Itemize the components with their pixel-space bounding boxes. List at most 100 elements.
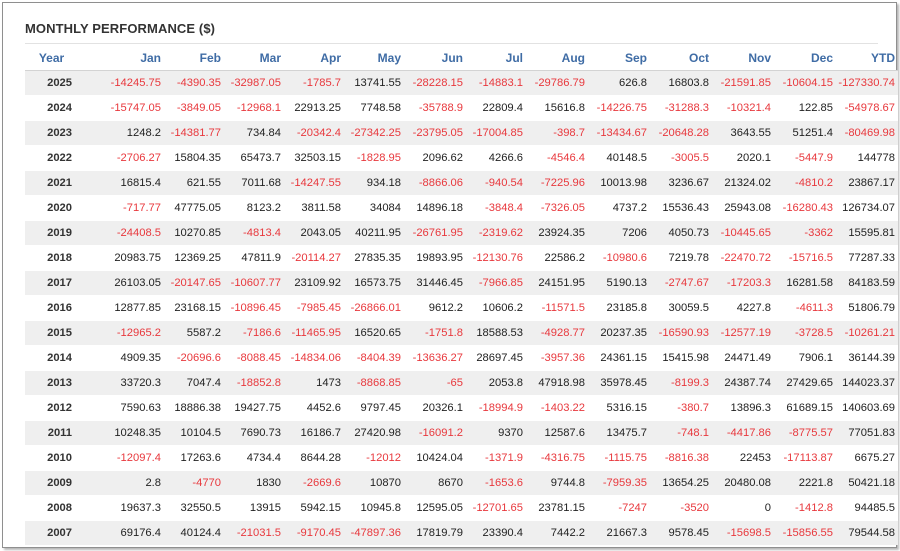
row-month-cell: -35788.9	[404, 95, 466, 121]
row-month-cell: 1830	[224, 470, 284, 496]
row-month-cell: 621.55	[164, 170, 224, 196]
row-month-cell: 18588.53	[466, 320, 526, 346]
row-month-cell: -1371.9	[466, 445, 526, 471]
row-month-cell: 16815.4	[78, 170, 164, 196]
row-month-cell: 10606.2	[466, 295, 526, 321]
row-month-cell: -4417.86	[712, 420, 774, 446]
table-row: 2020 -717.77 47775.05 8123.2 3811.58 34084 148…	[25, 195, 898, 221]
row-month-cell: -23795.05	[404, 120, 466, 146]
row-month-cell: 13915	[224, 495, 284, 521]
row-ytd-cell: 51806.79	[836, 295, 898, 321]
row-month-cell: -32987.05	[224, 70, 284, 96]
row-year-cell: 2021	[25, 170, 78, 196]
row-month-cell: 16573.75	[344, 270, 404, 296]
row-month-cell: 9612.2	[404, 295, 466, 321]
row-month-cell: 15804.35	[164, 145, 224, 171]
row-month-cell: 2020.1	[712, 145, 774, 171]
row-month-cell: 934.18	[344, 170, 404, 196]
row-month-cell: -940.54	[466, 170, 526, 196]
table-row: 2025 -14245.75 -4390.35 -32987.05 -1785.7 137…	[25, 70, 898, 96]
header-mar: Mar	[224, 46, 284, 71]
row-month-cell: 40124.4	[164, 520, 224, 545]
row-month-cell: 9797.45	[344, 395, 404, 421]
row-month-cell: 7206	[588, 220, 650, 246]
row-month-cell: -14381.77	[164, 120, 224, 146]
row-month-cell: 16520.65	[344, 320, 404, 346]
header-sep: Sep	[588, 46, 650, 71]
row-ytd-cell: 6675.27	[836, 445, 898, 471]
row-month-cell: -20114.27	[284, 245, 344, 271]
row-month-cell: 27835.35	[344, 245, 404, 271]
row-month-cell: -15716.5	[774, 245, 836, 271]
row-month-cell: -8816.38	[650, 445, 712, 471]
row-month-cell: 22913.25	[284, 95, 344, 121]
row-month-cell: 24151.95	[526, 270, 588, 296]
row-month-cell: -10604.15	[774, 70, 836, 96]
row-month-cell: -8088.45	[224, 345, 284, 371]
row-month-cell: -4390.35	[164, 70, 224, 96]
row-month-cell: -12968.1	[224, 95, 284, 121]
row-year-cell: 2023	[25, 120, 78, 146]
row-month-cell: -3362	[774, 220, 836, 246]
row-month-cell: 12877.85	[78, 295, 164, 321]
row-month-cell: -15856.55	[774, 520, 836, 545]
row-month-cell: 2053.8	[466, 370, 526, 396]
row-month-cell: 17263.6	[164, 445, 224, 471]
table-row: 2013 33720.3 7047.4 -18852.8 1473 -8868.85 -65…	[25, 370, 898, 396]
row-month-cell: -8404.39	[344, 345, 404, 371]
row-month-cell: -10896.45	[224, 295, 284, 321]
row-month-cell: -1403.22	[526, 395, 588, 421]
row-month-cell: 4734.4	[224, 445, 284, 471]
row-month-cell: -13636.27	[404, 345, 466, 371]
row-month-cell: 40148.5	[588, 145, 650, 171]
row-month-cell: 51251.4	[774, 120, 836, 146]
row-month-cell: -18852.8	[224, 370, 284, 396]
row-month-cell: -4813.4	[224, 220, 284, 246]
row-month-cell: 4452.6	[284, 395, 344, 421]
row-month-cell: 4909.35	[78, 345, 164, 371]
row-month-cell: -4611.3	[774, 295, 836, 321]
table-row: 2022 -2706.27 15804.35 65473.7 32503.15 -1828…	[25, 145, 898, 171]
row-month-cell: 7219.78	[650, 245, 712, 271]
row-month-cell: -7985.45	[284, 295, 344, 321]
row-month-cell: 626.8	[588, 70, 650, 96]
table-row: 2009 2.8 -4770 1830 -2669.6 10870 8670 -1653.6 9…	[25, 470, 898, 496]
row-month-cell: 20237.35	[588, 320, 650, 346]
row-month-cell: 12587.6	[526, 420, 588, 446]
row-month-cell: 69176.4	[78, 520, 164, 545]
row-ytd-cell: 144778	[836, 145, 898, 171]
row-month-cell: -1828.95	[344, 145, 404, 171]
row-month-cell: 22809.4	[466, 95, 526, 121]
header-dec: Dec	[774, 46, 836, 71]
row-month-cell: -17203.3	[712, 270, 774, 296]
row-ytd-cell: 77051.83	[836, 420, 898, 446]
row-month-cell: -11571.5	[526, 295, 588, 321]
row-month-cell: -3005.5	[650, 145, 712, 171]
row-ytd-cell: -80469.98	[836, 120, 898, 146]
row-month-cell: 10270.85	[164, 220, 224, 246]
row-month-cell: -1653.6	[466, 470, 526, 496]
table-body: 2025 -14245.75 -4390.35 -32987.05 -1785.7 137…	[25, 70, 898, 545]
row-month-cell: -21031.5	[224, 520, 284, 545]
table-row: 2012 7590.63 18886.38 19427.75 4452.6 9797.45…	[25, 395, 898, 421]
row-month-cell: -4810.2	[774, 170, 836, 196]
header-feb: Feb	[164, 46, 224, 71]
row-month-cell: -12577.19	[712, 320, 774, 346]
row-month-cell: 22586.2	[526, 245, 588, 271]
row-month-cell: -12701.65	[466, 495, 526, 521]
row-ytd-cell: 77287.33	[836, 245, 898, 271]
row-month-cell: -14883.1	[466, 70, 526, 96]
row-year-cell: 2024	[25, 95, 78, 121]
row-month-cell: -20696.6	[164, 345, 224, 371]
row-ytd-cell: 84183.59	[836, 270, 898, 296]
row-month-cell: -7186.6	[224, 320, 284, 346]
row-ytd-cell: 23867.17	[836, 170, 898, 196]
row-month-cell: 22453	[712, 445, 774, 471]
row-month-cell: 10013.98	[588, 170, 650, 196]
row-month-cell: 10248.35	[78, 420, 164, 446]
header-row: Year Jan Feb Mar Apr May Jun Jul Aug Sep…	[25, 46, 898, 71]
row-month-cell: -18994.9	[466, 395, 526, 421]
row-month-cell: 13896.3	[712, 395, 774, 421]
row-month-cell: -29786.79	[526, 70, 588, 96]
